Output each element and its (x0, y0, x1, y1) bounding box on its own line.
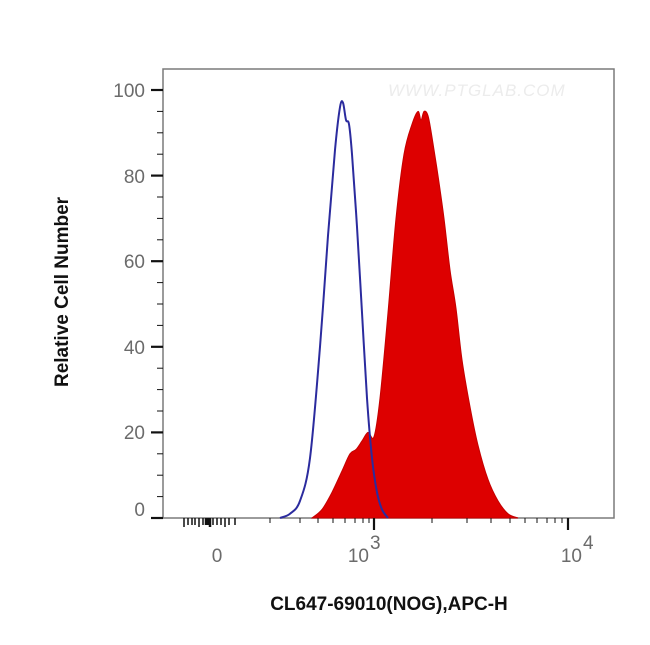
isotype-histogram-outline (279, 100, 389, 519)
watermark: WWW.PTGLAB.COM (388, 81, 566, 100)
x-tick-0: 0 (212, 546, 223, 567)
y-tick-labels: 100 80 60 40 20 0 (113, 81, 145, 521)
y-tick-100: 100 (113, 81, 145, 102)
y-tick-20: 20 (124, 423, 145, 444)
x-tick-1e3-exp: 3 (370, 533, 381, 554)
y-tick-60: 60 (124, 252, 145, 273)
y-tick-80: 80 (124, 167, 145, 188)
sample-histogram-filled (310, 110, 519, 519)
y-axis (151, 88, 163, 520)
y-tick-40: 40 (124, 338, 145, 359)
x-tick-labels: 0 10 3 10 4 (212, 533, 594, 567)
y-tick-0: 0 (134, 500, 145, 521)
x-tick-1e4-base: 10 (561, 546, 582, 567)
x-tick-1e3-base: 10 (348, 546, 369, 567)
x-tick-1e4-exp: 4 (583, 533, 594, 554)
series-layer (279, 100, 519, 519)
y-axis-title: Relative Cell Number (52, 196, 73, 387)
x-axis (183, 518, 570, 530)
x-axis-title: CL647-69010(NOG),APC-H (270, 594, 508, 615)
